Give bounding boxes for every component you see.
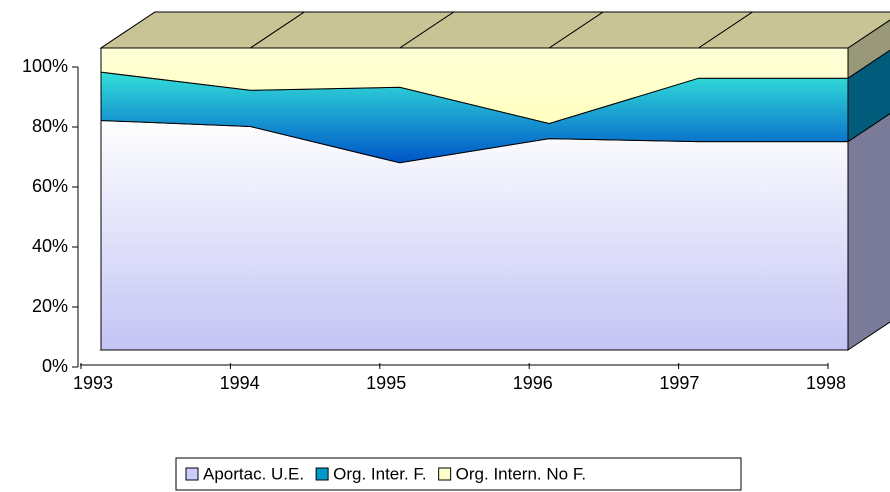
x-tick-label: 1993: [73, 373, 113, 393]
x-tick-label: 1996: [513, 373, 553, 393]
y-tick-label: 80%: [32, 116, 68, 136]
x-tick-label: 1994: [220, 373, 260, 393]
y-tick-label: 40%: [32, 236, 68, 256]
x-tick-label: 1995: [366, 373, 406, 393]
y-tick-label: 20%: [32, 296, 68, 316]
legend: Aportac. U.E. Org. Inter. F. Org. Intern. …: [175, 457, 742, 491]
x-tick-label: 1998: [806, 373, 846, 393]
y-tick-label: 100%: [22, 56, 68, 76]
area-top: [696, 11, 890, 49]
y-tick-label: 0%: [42, 356, 68, 376]
area-side: [847, 113, 890, 351]
legend-label: Aportac. U.E.: [203, 464, 304, 483]
x-tick-label: 1997: [659, 373, 699, 393]
legend-label: Org. Inter. F.: [333, 464, 427, 483]
legend-swatch: [185, 467, 199, 481]
legend-box: [175, 457, 742, 491]
legend-swatch: [315, 467, 329, 481]
area: [100, 119, 849, 351]
legend-label: Org. Intern. No F.: [456, 464, 586, 483]
legend-swatch: [438, 467, 452, 481]
y-tick-label: 60%: [32, 176, 68, 196]
